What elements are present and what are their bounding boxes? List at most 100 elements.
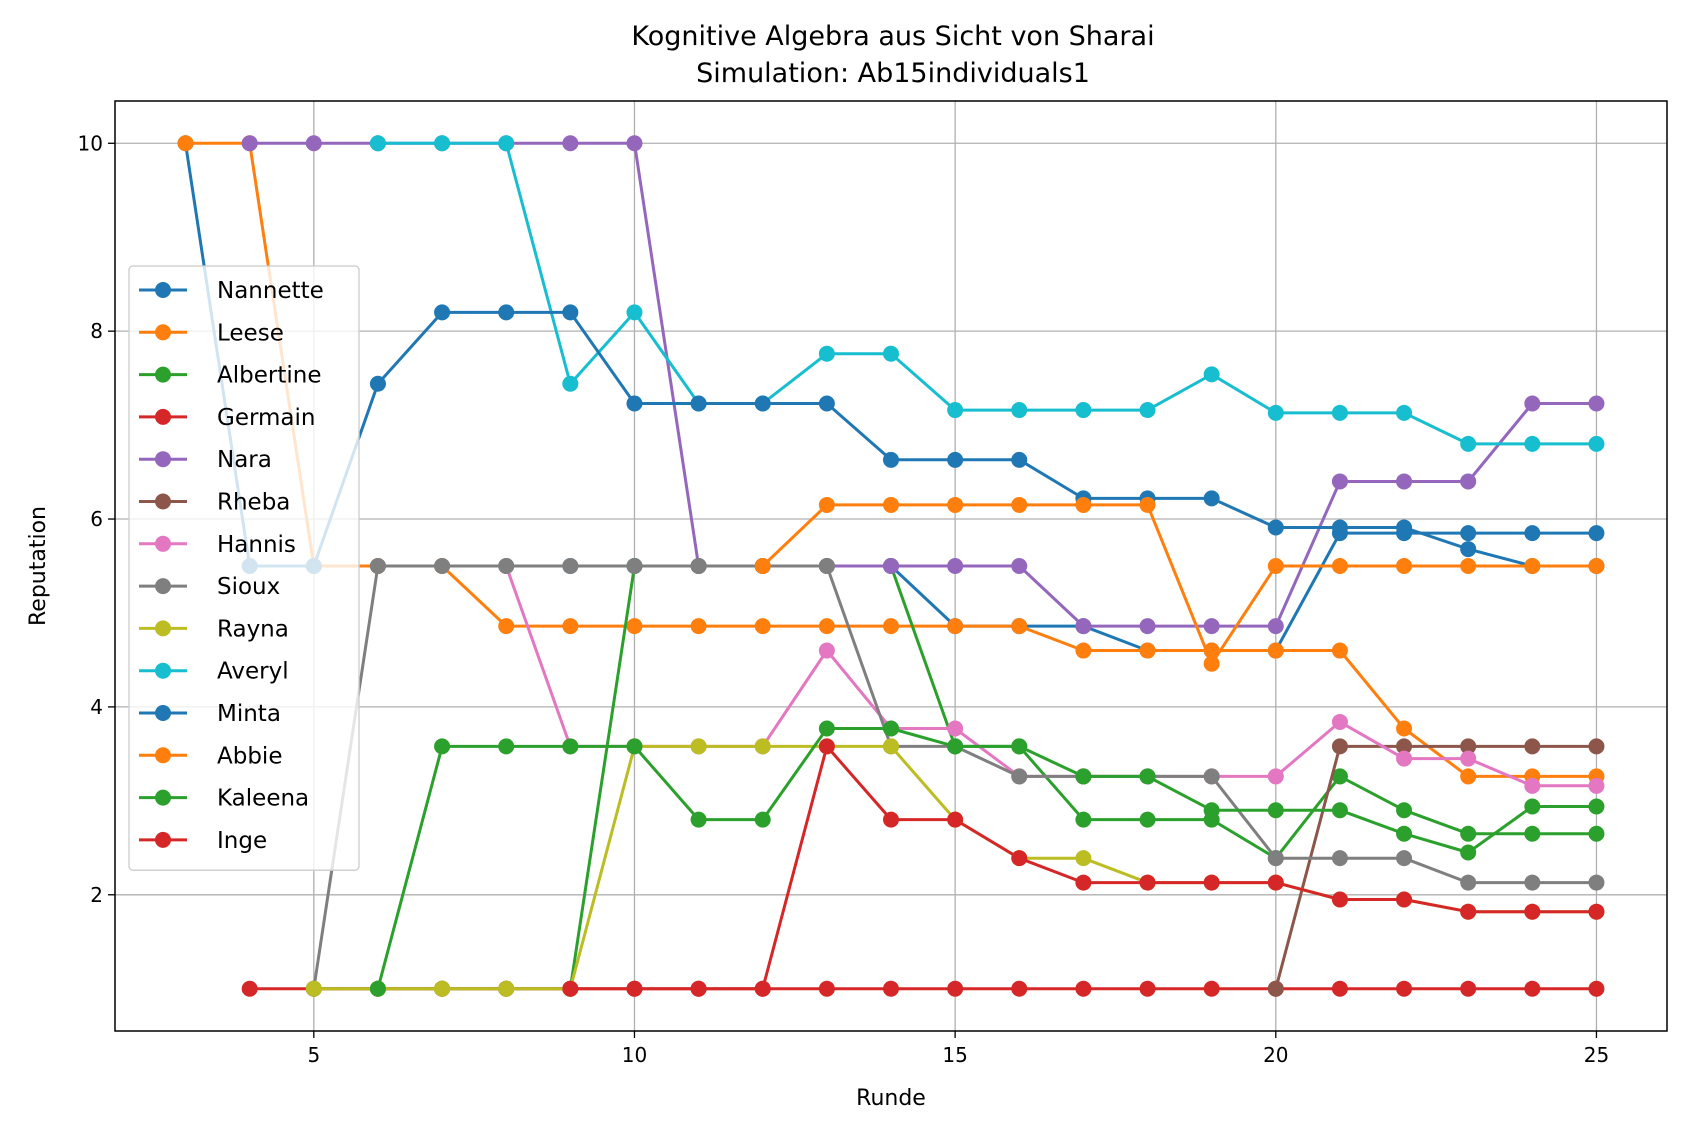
data-point-germain: [1331, 980, 1348, 997]
data-point-sioux: [1524, 874, 1541, 891]
data-point-nara: [883, 558, 899, 574]
data-point-minta: [369, 375, 386, 392]
data-point-kaleena: [1011, 738, 1028, 755]
data-point-rayna: [434, 980, 451, 997]
data-point-germain: [1139, 980, 1156, 997]
data-point-rheba: [1460, 738, 1477, 755]
data-point-minta: [562, 304, 579, 321]
data-point-nara: [1460, 473, 1477, 490]
y-tick-label: 10: [78, 131, 103, 155]
data-point-kaleena: [818, 720, 835, 737]
legend-label: Germain: [217, 405, 316, 431]
data-point-germain: [1588, 980, 1605, 997]
series-line-abbie: [761, 503, 1597, 666]
data-point-abbie: [818, 496, 835, 513]
legend-item-rayna: Rayna: [139, 616, 289, 642]
data-point-abbie: [1139, 496, 1156, 513]
data-point-nara: [305, 135, 322, 152]
data-point-rheba: [1524, 738, 1541, 755]
data-point-averyl: [498, 135, 515, 152]
data-point-inge: [1331, 891, 1348, 908]
axis-ticks: 5 10 15 20 25 2 4 6 8 10: [78, 131, 1610, 1067]
chart-subtitle: Simulation: Ab15individuals1: [696, 58, 1090, 89]
data-point-kaleena: [754, 811, 771, 828]
data-point-kaleena: [498, 738, 515, 755]
data-point-hannis: [1588, 777, 1605, 794]
legend-swatch-marker: [155, 831, 171, 848]
series-sioux: [305, 558, 1605, 997]
legend-label: Nara: [217, 447, 272, 473]
data-point-averyl: [562, 375, 579, 392]
y-tick-label: 6: [90, 507, 103, 531]
data-point-kaleena: [1331, 802, 1348, 819]
data-point-rayna: [754, 738, 771, 755]
data-point-leese: [1267, 642, 1284, 659]
data-point-kaleena: [1396, 825, 1413, 842]
legend: Nannette Leese Albertine Germain Nara Rheba Ha…: [128, 265, 360, 871]
legend-item-abbie: Abbie: [139, 743, 282, 769]
data-point-abbie: [1588, 558, 1605, 574]
x-tick-label: 20: [1263, 1043, 1288, 1067]
data-point-minta: [498, 304, 515, 321]
data-point-kaleena: [1139, 768, 1156, 785]
data-point-minta: [1203, 490, 1220, 507]
data-point-averyl: [1460, 435, 1477, 452]
data-point-inge: [883, 811, 899, 828]
data-point-hannis: [1524, 777, 1541, 794]
legend-label: Kaleena: [217, 786, 309, 812]
legend-swatch-marker: [155, 408, 171, 425]
data-point-sioux: [1267, 850, 1284, 867]
data-point-kaleena: [1460, 844, 1477, 861]
data-point-abbie: [1460, 558, 1477, 574]
data-point-averyl: [369, 135, 386, 152]
data-point-leese: [1331, 642, 1348, 659]
data-point-nara: [1524, 395, 1541, 412]
data-point-minta: [1267, 519, 1284, 536]
data-point-hannis: [1460, 750, 1477, 767]
data-point-inge: [562, 980, 579, 997]
data-point-germain: [1075, 980, 1092, 997]
data-point-inge: [1075, 874, 1092, 891]
legend-swatch-marker: [155, 578, 171, 595]
data-point-germain: [1203, 980, 1220, 997]
data-point-averyl: [883, 345, 899, 362]
data-point-leese: [818, 618, 835, 635]
legend-label: Abbie: [217, 743, 282, 769]
data-point-nannette: [1460, 525, 1477, 542]
data-point-leese: [626, 618, 643, 635]
legend-swatch-marker: [155, 789, 171, 806]
plot-frame: [114, 100, 1668, 1032]
data-point-sioux: [498, 558, 515, 574]
y-tick-label: 2: [90, 883, 103, 907]
legend-swatch-marker: [155, 324, 171, 341]
data-point-hannis: [1267, 768, 1284, 785]
data-point-sioux: [690, 558, 707, 574]
data-point-averyl: [818, 345, 835, 362]
legend-swatch-marker: [155, 282, 171, 298]
series-rheba: [1267, 738, 1605, 997]
data-point-abbie: [1267, 558, 1284, 574]
data-point-inge: [1460, 903, 1477, 920]
data-point-nara: [1267, 618, 1284, 635]
legend-item-sioux: Sioux: [139, 574, 280, 600]
legend-item-averyl: Averyl: [139, 659, 289, 685]
chart-title: Kognitive Algebra aus Sicht von Sharai: [631, 21, 1154, 52]
data-point-inge: [947, 811, 964, 828]
data-point-nara: [626, 135, 643, 152]
y-tick-label: 8: [90, 319, 103, 343]
data-point-kaleena: [434, 738, 451, 755]
legend-label: Nannette: [217, 278, 324, 304]
data-point-nara: [1011, 558, 1028, 574]
data-point-kaleena: [1588, 798, 1605, 815]
data-point-inge: [690, 980, 707, 997]
data-point-minta: [690, 395, 707, 412]
data-point-sioux: [1331, 850, 1348, 867]
legend-label: Albertine: [217, 363, 321, 389]
data-point-inge: [1139, 874, 1156, 891]
data-point-averyl: [1267, 404, 1284, 421]
data-point-rheba: [1267, 980, 1284, 997]
data-point-nannette: [1524, 525, 1541, 542]
data-point-averyl: [1396, 404, 1413, 421]
data-point-nara: [241, 135, 258, 152]
